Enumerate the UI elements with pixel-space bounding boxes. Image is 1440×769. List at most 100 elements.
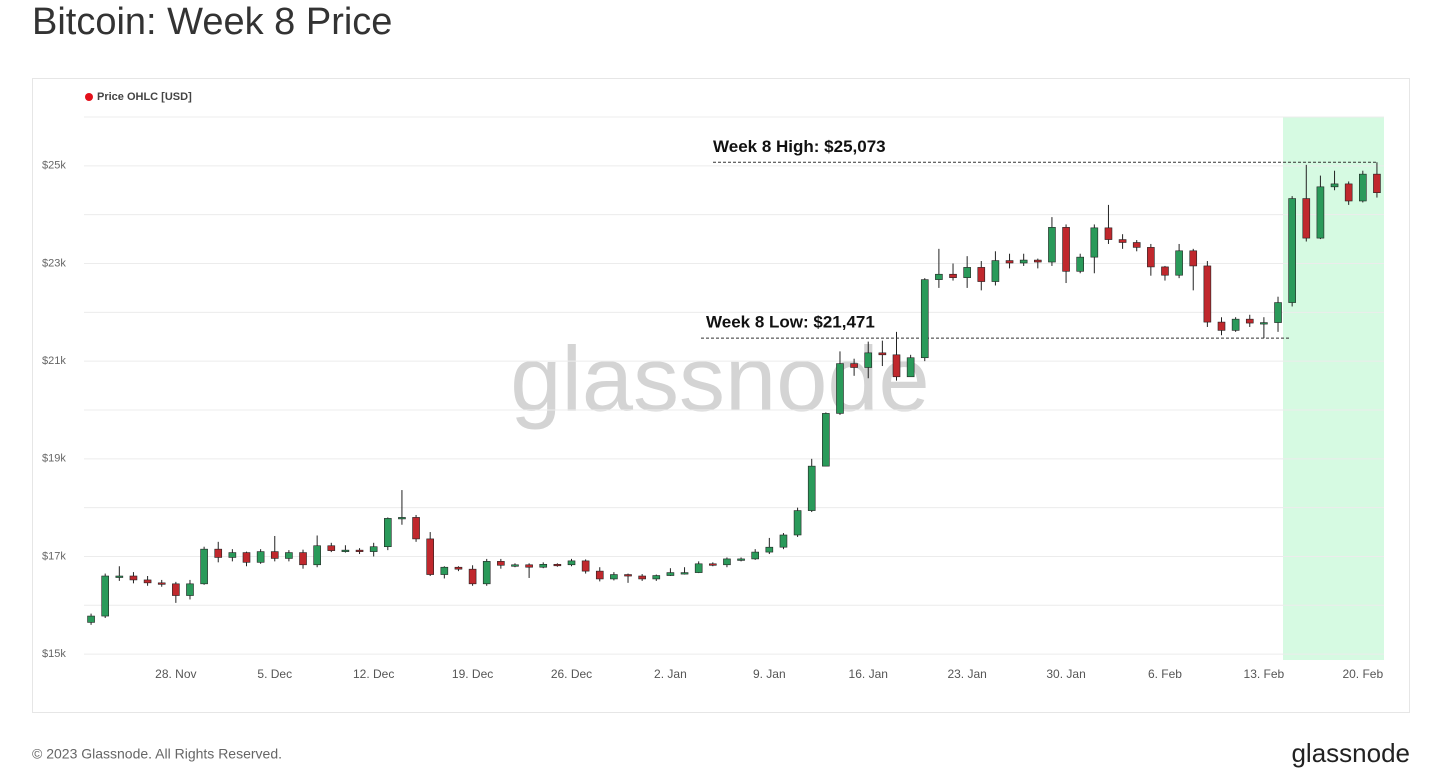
candle-body [270, 551, 279, 559]
candle-body [595, 570, 604, 580]
candle-body [299, 552, 307, 566]
candle-body [652, 575, 661, 580]
candle-body [369, 546, 378, 552]
y-tick-label: $25k [42, 160, 66, 172]
candle-body [1274, 302, 1282, 323]
x-tick-label: 13. Feb [1244, 667, 1285, 681]
candle-body [920, 279, 929, 359]
candle-body [822, 413, 830, 467]
candle-body [723, 558, 731, 566]
candle-body [482, 561, 491, 585]
candle-body [1175, 250, 1183, 276]
candle-body [581, 560, 590, 572]
candle-body [1062, 227, 1070, 272]
candle-body [440, 566, 449, 575]
candle-body [313, 545, 321, 566]
candle-body [1260, 322, 1268, 325]
candle-body [497, 561, 505, 566]
candle-body [567, 560, 576, 566]
x-tick-label: 26. Dec [551, 667, 592, 681]
candle-body [341, 549, 350, 552]
candle-body [1359, 173, 1367, 202]
x-tick-label: 9. Jan [753, 667, 786, 681]
candle-body [977, 267, 986, 282]
candle-body [553, 563, 562, 567]
annotation-label: Week 8 High: $25,073 [713, 137, 886, 156]
candle-body [426, 538, 434, 575]
x-tick-label: 6. Feb [1148, 667, 1182, 681]
candle-body [638, 575, 646, 580]
candle-body [1330, 183, 1339, 188]
annotation-label: Week 8 Low: $21,471 [706, 313, 875, 332]
legend-marker [85, 93, 93, 101]
y-tick-label: $17k [42, 550, 66, 562]
candle-body [694, 563, 703, 573]
candle-body [511, 564, 519, 567]
candle-body [143, 579, 152, 584]
candle-body [539, 563, 548, 568]
candle-body [1373, 173, 1381, 193]
x-tick-label: 16. Jan [849, 667, 888, 681]
candle-body [610, 574, 618, 580]
candle-body [1076, 256, 1084, 272]
candle-body [115, 575, 124, 578]
candle-body [1019, 259, 1028, 264]
candle-body [793, 510, 802, 536]
candle-body [1034, 259, 1042, 263]
candle-body [1118, 239, 1127, 243]
candle-body [864, 352, 873, 368]
candle-body [1217, 321, 1226, 331]
candle-body [1316, 186, 1325, 239]
candle-body [666, 572, 675, 576]
watermark: glassnode [510, 328, 929, 430]
y-tick-label: $19k [42, 453, 66, 465]
candle-body [963, 267, 971, 278]
candle-body [157, 582, 166, 585]
x-tick-label: 5. Dec [257, 667, 292, 681]
chart-title: Bitcoin: Week 8 Price [32, 1, 392, 43]
candle-body [384, 518, 392, 548]
y-tick-label: $23k [42, 257, 66, 269]
candle-body [1048, 227, 1056, 263]
candle-body [1203, 265, 1212, 323]
x-tick-label: 30. Jan [1046, 667, 1085, 681]
week-highlight [1283, 117, 1384, 660]
candle-body [779, 534, 788, 548]
candle-body [228, 552, 237, 558]
candle-body [129, 575, 138, 581]
x-tick-label: 20. Feb [1342, 667, 1383, 681]
candle-body [327, 545, 336, 551]
candle-body [172, 583, 180, 596]
candle-body [1104, 227, 1113, 240]
candle-body [949, 273, 957, 278]
candle-body [1161, 266, 1169, 276]
logo: glassnode [1291, 738, 1410, 768]
candle-body [412, 517, 420, 540]
candle-body [101, 575, 109, 617]
candle-body [935, 273, 943, 280]
candle-body [878, 352, 887, 356]
chart-frame [32, 78, 1410, 713]
candle-body [807, 465, 816, 511]
candle-body [1344, 183, 1353, 202]
candle-body [991, 260, 1000, 282]
x-tick-label: 12. Dec [353, 667, 394, 681]
candle-body [256, 551, 265, 563]
candle-body [1245, 318, 1254, 324]
y-tick-label: $21k [42, 355, 66, 367]
candle-body [200, 548, 208, 585]
x-tick-label: 2. Jan [654, 667, 687, 681]
candle-body [468, 568, 477, 585]
candle-body [1302, 198, 1311, 239]
x-tick-label: 23. Jan [947, 667, 986, 681]
candle-body [1288, 198, 1296, 303]
candle-body [285, 552, 293, 559]
x-tick-label: 19. Dec [452, 667, 493, 681]
candle-body [1090, 227, 1099, 258]
x-tick-label: 28. Nov [155, 667, 196, 681]
candle-body [836, 363, 844, 414]
y-tick-label: $15k [42, 648, 66, 660]
footer: © 2023 Glassnode. All Rights Reserved. [32, 746, 282, 762]
candle-body [1005, 260, 1014, 264]
